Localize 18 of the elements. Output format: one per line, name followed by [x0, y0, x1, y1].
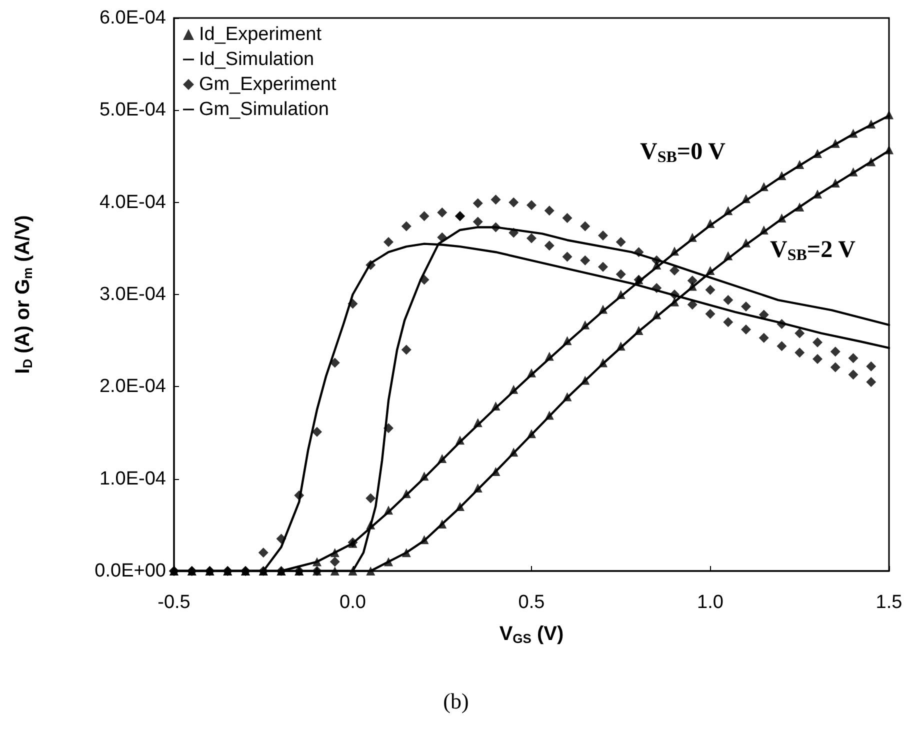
y-tick-label: 0.0E+00: [94, 560, 166, 582]
y-tick-label: 1.0E-04: [99, 468, 166, 490]
y-tick-label: 5.0E-04: [99, 100, 166, 121]
x-tick-label: 0.5: [518, 592, 545, 613]
legend-label: Gm_Experiment: [199, 74, 337, 95]
x-tick-label: 1.0: [697, 592, 724, 613]
legend-label: Gm_Simulation: [199, 99, 329, 120]
y-tick-label: 2.0E-04: [99, 376, 166, 398]
y-tick-label: 4.0E-04: [99, 192, 166, 213]
x-tick-label: 0.0: [340, 592, 366, 613]
y-axis-title: ID (A) or Gm (A/V): [12, 215, 35, 374]
x-tick-label: 1.5: [876, 592, 902, 613]
legend-label: Id_Simulation: [199, 49, 314, 70]
text: (b): [443, 688, 469, 714]
y-tick-label: 3.0E-04: [99, 284, 166, 305]
legend-label: Id_Experiment: [199, 24, 322, 45]
x-tick-label: -0.5: [158, 592, 190, 613]
y-tick-label: 6.0E-04: [99, 8, 166, 28]
